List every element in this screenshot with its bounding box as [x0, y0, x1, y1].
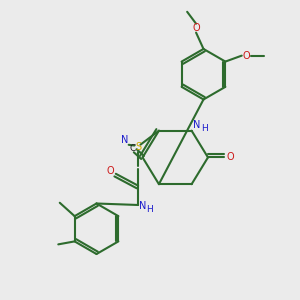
Text: O: O: [192, 23, 200, 33]
Text: H: H: [201, 124, 208, 133]
Text: C: C: [130, 144, 136, 153]
Text: N: N: [121, 135, 128, 145]
Text: N: N: [193, 120, 201, 130]
Text: H: H: [147, 205, 153, 214]
Text: N: N: [139, 202, 146, 212]
Text: O: O: [226, 152, 234, 162]
Text: O: O: [107, 166, 114, 176]
Text: O: O: [242, 51, 250, 61]
Text: S: S: [135, 142, 141, 152]
